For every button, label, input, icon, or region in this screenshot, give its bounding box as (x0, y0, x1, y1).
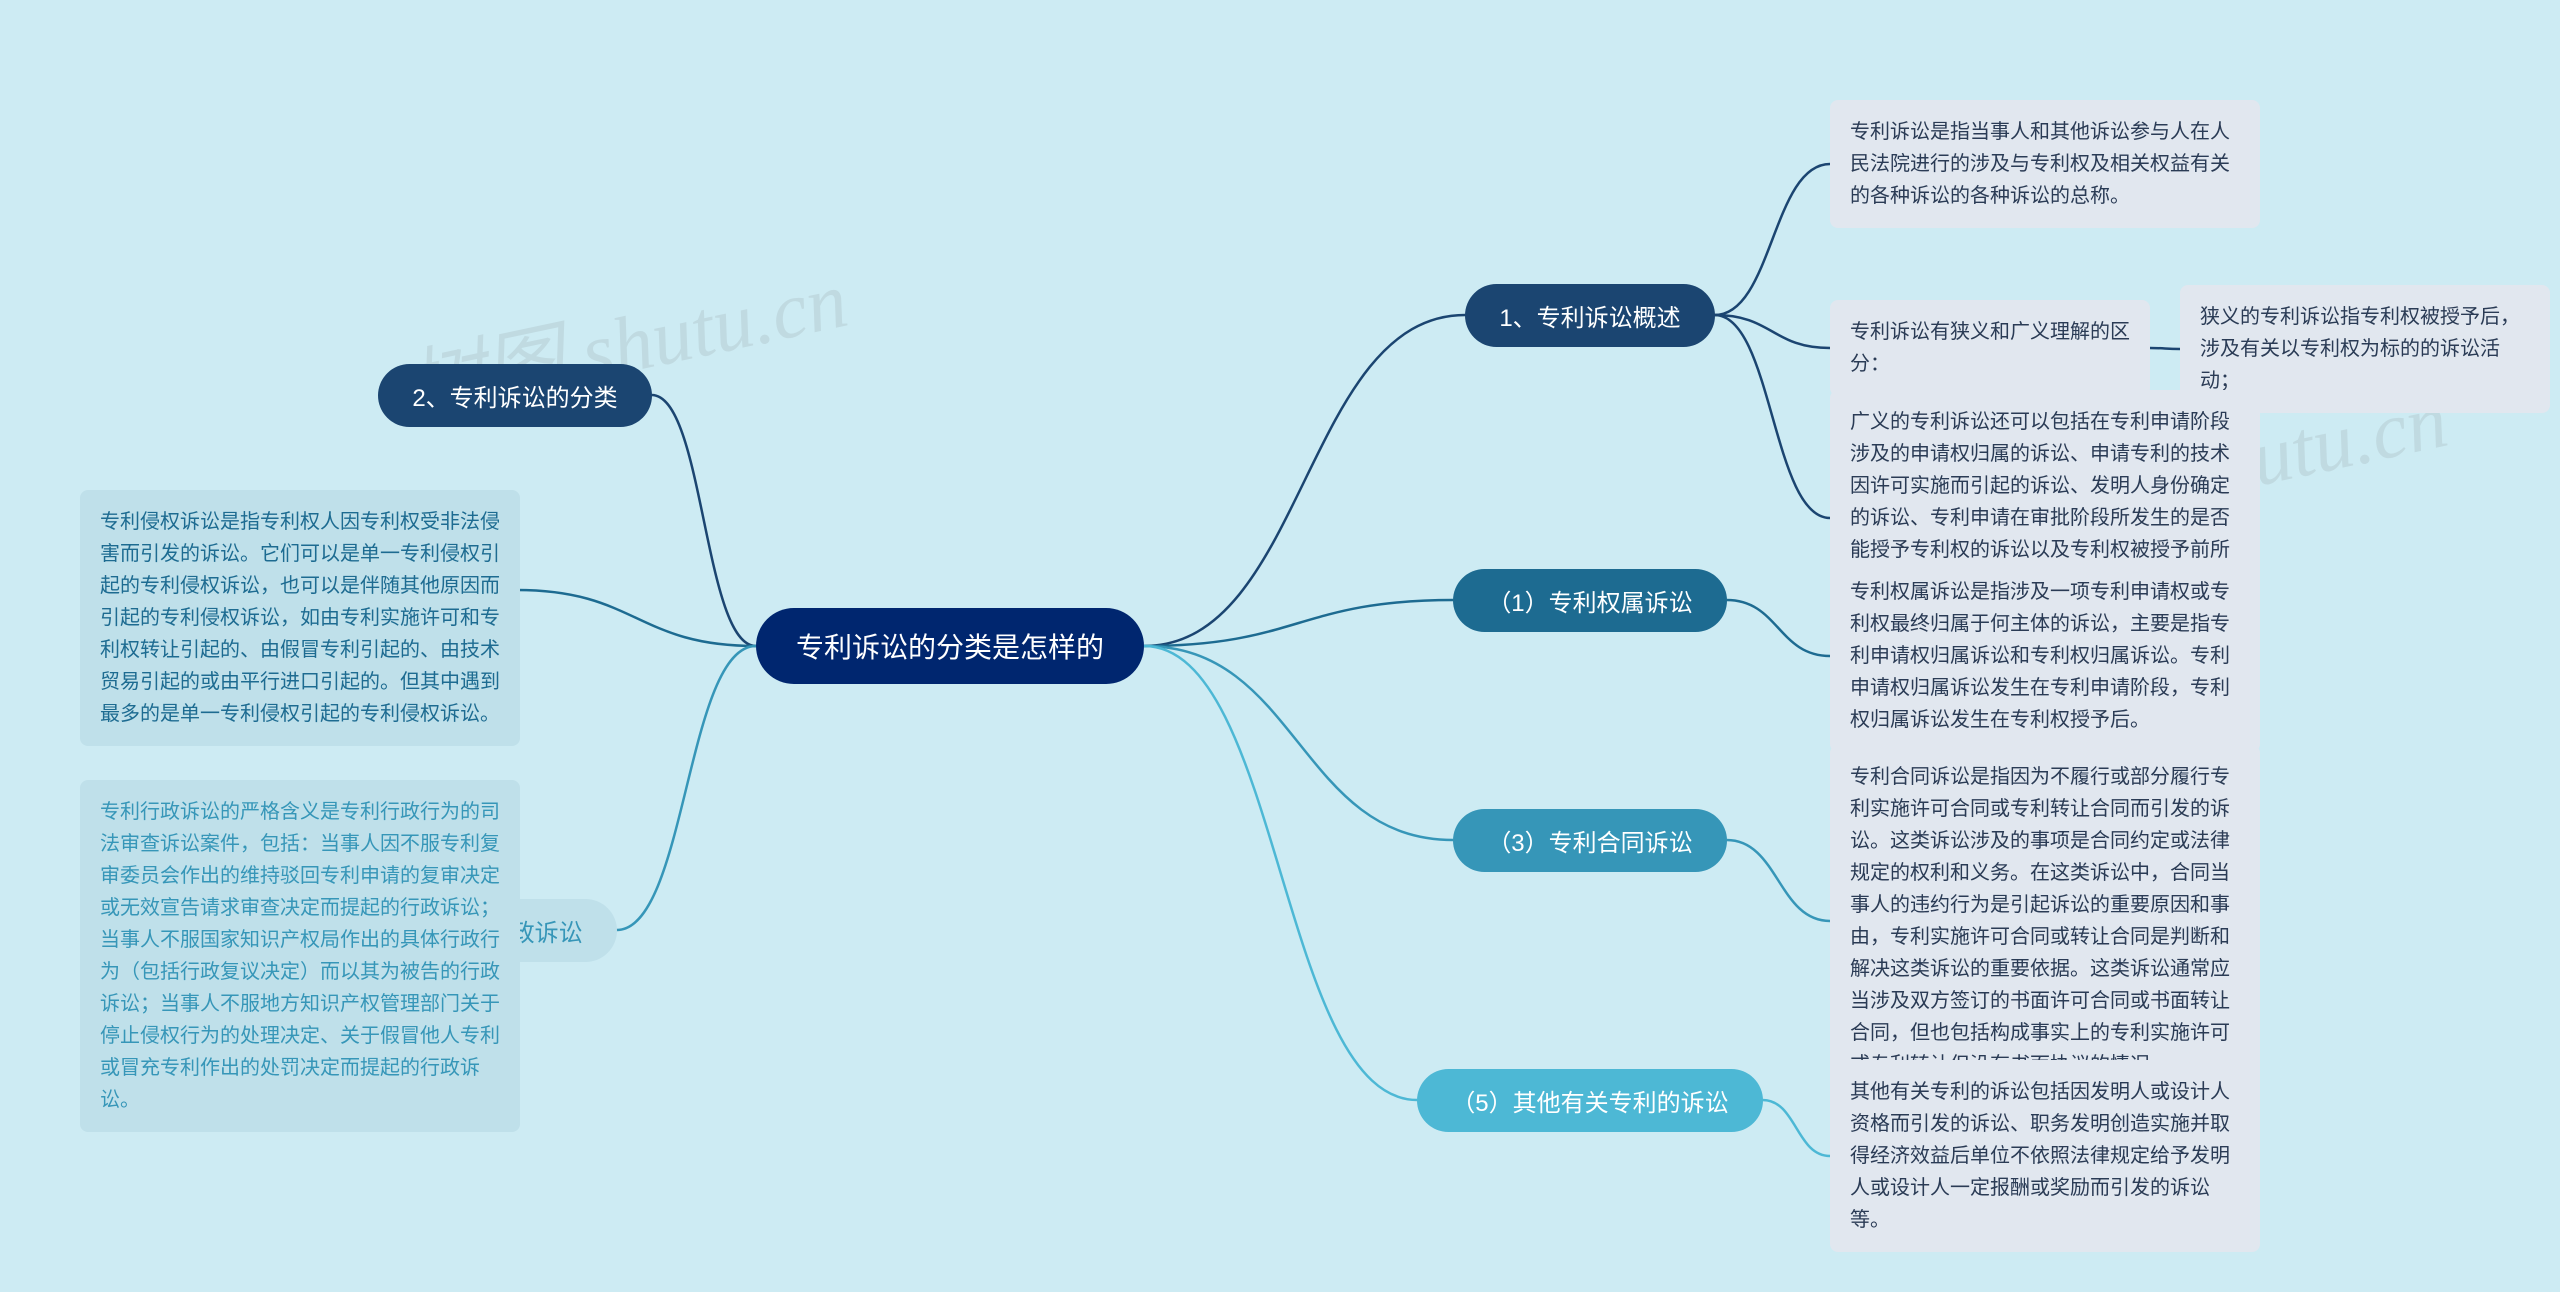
detail-ownership: 专利权属诉讼是指涉及一项专利申请权或专利权最终归属于何主体的诉讼，主要是指专利申… (1830, 560, 2260, 752)
detail-other: 其他有关专利的诉讼包括因发明人或设计人资格而引发的诉讼、职务发明创造实施并取得经… (1830, 1060, 2260, 1252)
root-node[interactable]: 专利诉讼的分类是怎样的 (756, 608, 1144, 684)
connector (1144, 646, 1453, 840)
node-overview[interactable]: 1、专利诉讼概述 (1465, 284, 1714, 347)
connector (1727, 840, 1830, 921)
connector (1715, 315, 1830, 518)
detail-contract: 专利合同诉讼是指因为不履行或部分履行专利实施许可合同或专利转让合同而引发的诉讼。… (1830, 745, 2260, 1097)
detail-overview-definition: 专利诉讼是指当事人和其他诉讼参与人在人民法院进行的涉及与专利权及相关权益有关的各… (1830, 100, 2260, 228)
connector (1763, 1100, 1830, 1156)
node-contract-litigation[interactable]: （3）专利合同诉讼 (1453, 809, 1726, 872)
connector (1144, 315, 1465, 646)
connector (1144, 600, 1453, 646)
connector (1715, 315, 1830, 348)
detail-overview-distinction: 专利诉讼有狭义和广义理解的区分： (1830, 300, 2150, 396)
detail-administrative: 专利行政诉讼的严格含义是专利行政行为的司法审查诉讼案件，包括：当事人因不服专利复… (80, 780, 520, 1132)
connector (652, 395, 756, 646)
connector (1727, 600, 1830, 656)
node-classification[interactable]: 2、专利诉讼的分类 (378, 364, 651, 427)
node-ownership-litigation[interactable]: （1）专利权属诉讼 (1453, 569, 1726, 632)
connector (1715, 164, 1830, 315)
connector (1144, 646, 1417, 1100)
node-other-litigation[interactable]: （5）其他有关专利的诉讼 (1417, 1069, 1762, 1132)
connector (517, 590, 756, 646)
connector (2150, 348, 2180, 349)
detail-infringement: 专利侵权诉讼是指专利权人因专利权受非法侵害而引发的诉讼。它们可以是单一专利侵权引… (80, 490, 520, 746)
connector (617, 646, 756, 930)
